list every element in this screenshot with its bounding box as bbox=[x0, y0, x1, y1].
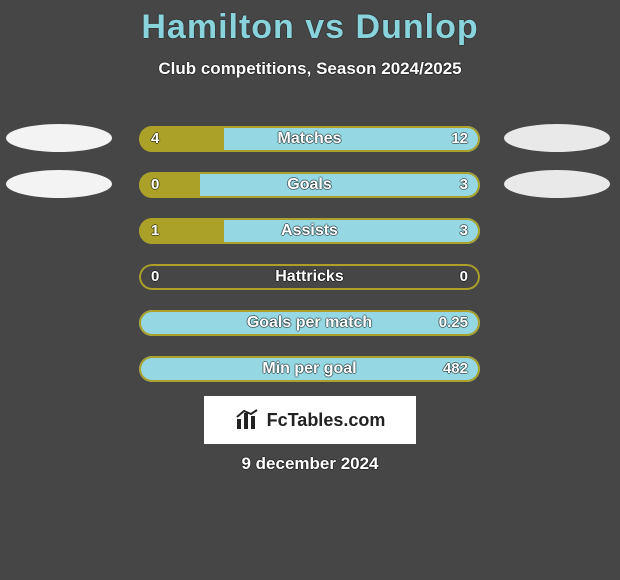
stat-bar: 482Min per goal bbox=[139, 356, 480, 382]
stat-row: 412Matches bbox=[0, 118, 620, 164]
stat-row: 00Hattricks bbox=[0, 256, 620, 302]
stat-label: Goals per match bbox=[139, 310, 480, 336]
comparison-infographic: Hamilton vs Dunlop Club competitions, Se… bbox=[0, 0, 620, 580]
date-label: 9 december 2024 bbox=[0, 454, 620, 474]
stat-row: 13Assists bbox=[0, 210, 620, 256]
title-left-team: Hamilton bbox=[141, 8, 294, 46]
stat-row: 0.25Goals per match bbox=[0, 302, 620, 348]
stat-bar: 03Goals bbox=[139, 172, 480, 198]
stat-label: Matches bbox=[139, 126, 480, 152]
team-right-logo bbox=[504, 124, 610, 152]
title-vs: vs bbox=[295, 8, 356, 46]
stats-rows: 412Matches 03Goals 13Assists 00Hattricks 0.2… bbox=[0, 118, 620, 394]
stat-row: 482Min per goal bbox=[0, 348, 620, 394]
stat-row: 03Goals bbox=[0, 164, 620, 210]
stat-label: Goals bbox=[139, 172, 480, 198]
chart-bars-icon bbox=[235, 409, 261, 431]
stat-label: Hattricks bbox=[139, 264, 480, 290]
team-left-logo bbox=[6, 170, 112, 198]
stat-label: Min per goal bbox=[139, 356, 480, 382]
title-right-team: Dunlop bbox=[356, 8, 479, 46]
branding-badge: FcTables.com bbox=[204, 396, 416, 444]
stat-label: Assists bbox=[139, 218, 480, 244]
team-right-logo bbox=[504, 170, 610, 198]
stat-bar: 00Hattricks bbox=[139, 264, 480, 290]
stat-bar: 0.25Goals per match bbox=[139, 310, 480, 336]
stat-bar: 13Assists bbox=[139, 218, 480, 244]
stat-bar: 412Matches bbox=[139, 126, 480, 152]
branding-text: FcTables.com bbox=[267, 410, 386, 431]
page-title: Hamilton vs Dunlop bbox=[0, 0, 620, 47]
team-left-logo bbox=[6, 124, 112, 152]
subtitle: Club competitions, Season 2024/2025 bbox=[0, 59, 620, 79]
